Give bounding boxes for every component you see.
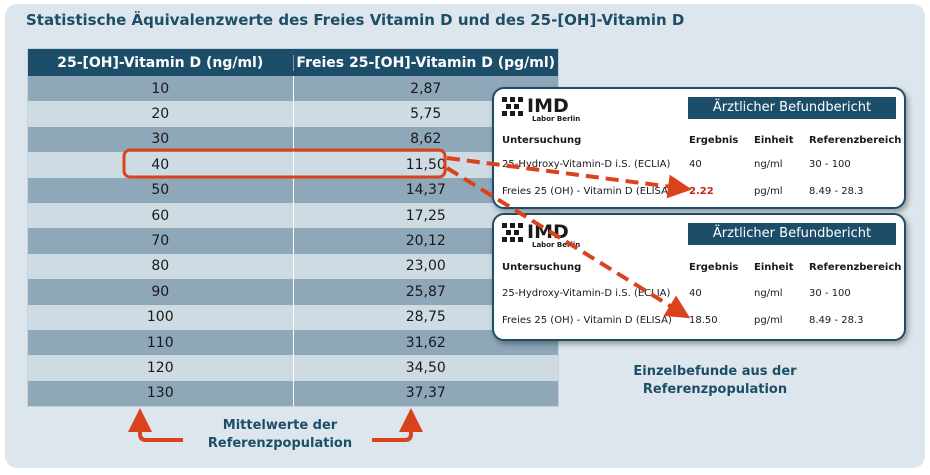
caption-line: Einzelbefunde aus der xyxy=(633,364,797,379)
reference-range: 30 - 100 xyxy=(809,159,851,170)
col-result: Ergebnis xyxy=(689,262,739,273)
cell-free-vitamin-d: 37,37 xyxy=(405,385,446,402)
cell-free-vitamin-d: 23,00 xyxy=(405,258,446,275)
reference-range: 30 - 100 xyxy=(809,288,851,299)
logo-subtitle: Labor Berlin xyxy=(532,115,581,123)
cell-total-vitamin-d: 130 xyxy=(28,380,294,407)
cell-free-vitamin-d: 20,12 xyxy=(405,233,446,250)
result-value: 18.50 xyxy=(689,315,718,326)
result-value-flagged: 2.22 xyxy=(689,186,714,197)
imd-logo-icon xyxy=(502,223,523,242)
test-name: 25-Hydroxy-Vitamin-D i.S. (ECLIA) xyxy=(502,159,671,170)
cell-total-vitamin-d: 20 xyxy=(28,101,294,127)
caption-line: Mittelwerte der xyxy=(222,418,338,433)
cell-total-vitamin-d: 10 xyxy=(28,76,294,102)
col-test: Untersuchung xyxy=(502,262,582,273)
imd-logo: IMD Labor Berlin xyxy=(502,95,580,123)
result-value: 40 xyxy=(689,288,702,299)
cell-total-vitamin-d: 120 xyxy=(28,355,294,381)
cell-free-vitamin-d: 34,50 xyxy=(405,359,446,376)
cell-free-vitamin-d: 11,50 xyxy=(405,156,446,173)
cell-free-vitamin-d: 5,75 xyxy=(410,106,442,123)
cell-free-vitamin-d: 17,25 xyxy=(405,207,446,224)
unit: pg/ml xyxy=(754,315,783,326)
header-total-vitamin-d: 25-[OH]-Vitamin D (ng/ml) xyxy=(28,54,294,71)
arrow-to-card-1 xyxy=(446,156,692,199)
col-test: Untersuchung xyxy=(502,135,582,146)
cell-free-vitamin-d: 25,87 xyxy=(405,283,446,300)
cell-free-vitamin-d: 28,75 xyxy=(405,309,446,326)
col-result: Ergebnis xyxy=(689,135,739,146)
cell-free-vitamin-d: 2,87 xyxy=(410,80,442,97)
table-row: 90 25,87 xyxy=(28,279,558,305)
header-free-vitamin-d: Freies 25-[OH]-Vitamin D (pg/ml) xyxy=(296,54,556,71)
table-row: 20 5,75 xyxy=(28,101,558,127)
col-range: Referenzbereich xyxy=(809,262,902,273)
logo-subtitle: Labor Berlin xyxy=(532,241,581,249)
col-unit: Einheit xyxy=(754,262,794,273)
highlight-row-box xyxy=(122,148,447,179)
unit: ng/ml xyxy=(754,288,783,299)
table-row: 60 17,25 xyxy=(28,202,558,229)
arrow-to-card-2 xyxy=(445,166,691,319)
cell-total-vitamin-d: 40 xyxy=(28,152,294,178)
table-body: 10 2,87 20 5,75 30 8,62 40 11,50 50 14,37 60 17,25 7… xyxy=(28,76,558,407)
cell-free-vitamin-d: 14,37 xyxy=(405,182,446,199)
arrow-to-right-column xyxy=(372,408,423,442)
test-name: 25-Hydroxy-Vitamin-D i.S. (ECLIA) xyxy=(502,288,671,299)
table-row: 110 31,62 xyxy=(28,329,558,356)
equivalence-table: 25-[OH]-Vitamin D (ng/ml) Freies 25-[OH]… xyxy=(27,48,559,408)
test-name: Freies 25 (OH) - Vitamin D (ELISA) xyxy=(502,186,672,197)
table-row: 50 14,37 xyxy=(28,177,558,203)
table-row: 70 20,12 xyxy=(28,228,558,254)
caption-individual-results: Einzelbefunde aus der Referenzpopulation xyxy=(605,363,825,399)
test-name: Freies 25 (OH) - Vitamin D (ELISA) xyxy=(502,315,672,326)
caption-line: Referenzpopulation xyxy=(207,436,353,451)
table-row: 100 28,75 xyxy=(28,304,558,330)
lab-report-card-2: IMD Labor Berlin Ärztlicher Befundberich… xyxy=(492,213,906,341)
col-unit: Einheit xyxy=(754,135,794,146)
table-header: 25-[OH]-Vitamin D (ng/ml) Freies 25-[OH]… xyxy=(28,49,558,76)
page-title: Statistische Äquivalenzwerte des Freies … xyxy=(26,11,685,29)
reference-range: 8.49 - 28.3 xyxy=(809,186,864,197)
cell-total-vitamin-d: 100 xyxy=(28,304,294,330)
reference-range: 8.49 - 28.3 xyxy=(809,315,864,326)
report-header: Ärztlicher Befundbericht xyxy=(688,223,896,245)
cell-total-vitamin-d: 70 xyxy=(28,228,294,254)
caption-mean-values: Mittelwerte der Referenzpopulation xyxy=(180,417,380,453)
unit: pg/ml xyxy=(754,186,783,197)
imd-logo-icon xyxy=(502,97,523,116)
result-value: 40 xyxy=(689,159,702,170)
logo-text: IMD xyxy=(527,95,569,117)
table-row-highlighted: 40 11,50 xyxy=(28,152,558,178)
table-row: 120 34,50 xyxy=(28,355,558,381)
cell-total-vitamin-d: 80 xyxy=(28,253,294,280)
unit: ng/ml xyxy=(754,159,783,170)
caption-line: Referenzpopulation xyxy=(642,382,788,397)
cell-total-vitamin-d: 60 xyxy=(28,202,294,229)
col-range: Referenzbereich xyxy=(809,135,902,146)
cell-total-vitamin-d: 90 xyxy=(28,279,294,305)
table-row: 80 23,00 xyxy=(28,253,558,280)
cell-free-vitamin-d: 8,62 xyxy=(410,131,442,148)
table-row: 30 8,62 xyxy=(28,126,558,153)
report-header: Ärztlicher Befundbericht xyxy=(688,97,896,119)
cell-total-vitamin-d: 30 xyxy=(28,126,294,153)
cell-free-vitamin-d: 31,62 xyxy=(405,334,446,351)
cell-total-vitamin-d: 50 xyxy=(28,177,294,203)
table-row: 10 2,87 xyxy=(28,76,558,102)
cell-total-vitamin-d: 110 xyxy=(28,329,294,356)
table-row: 130 37,37 xyxy=(28,380,558,407)
lab-report-card-1: IMD Labor Berlin Ärztlicher Befundberich… xyxy=(492,87,906,209)
arrow-to-left-column xyxy=(128,408,183,442)
